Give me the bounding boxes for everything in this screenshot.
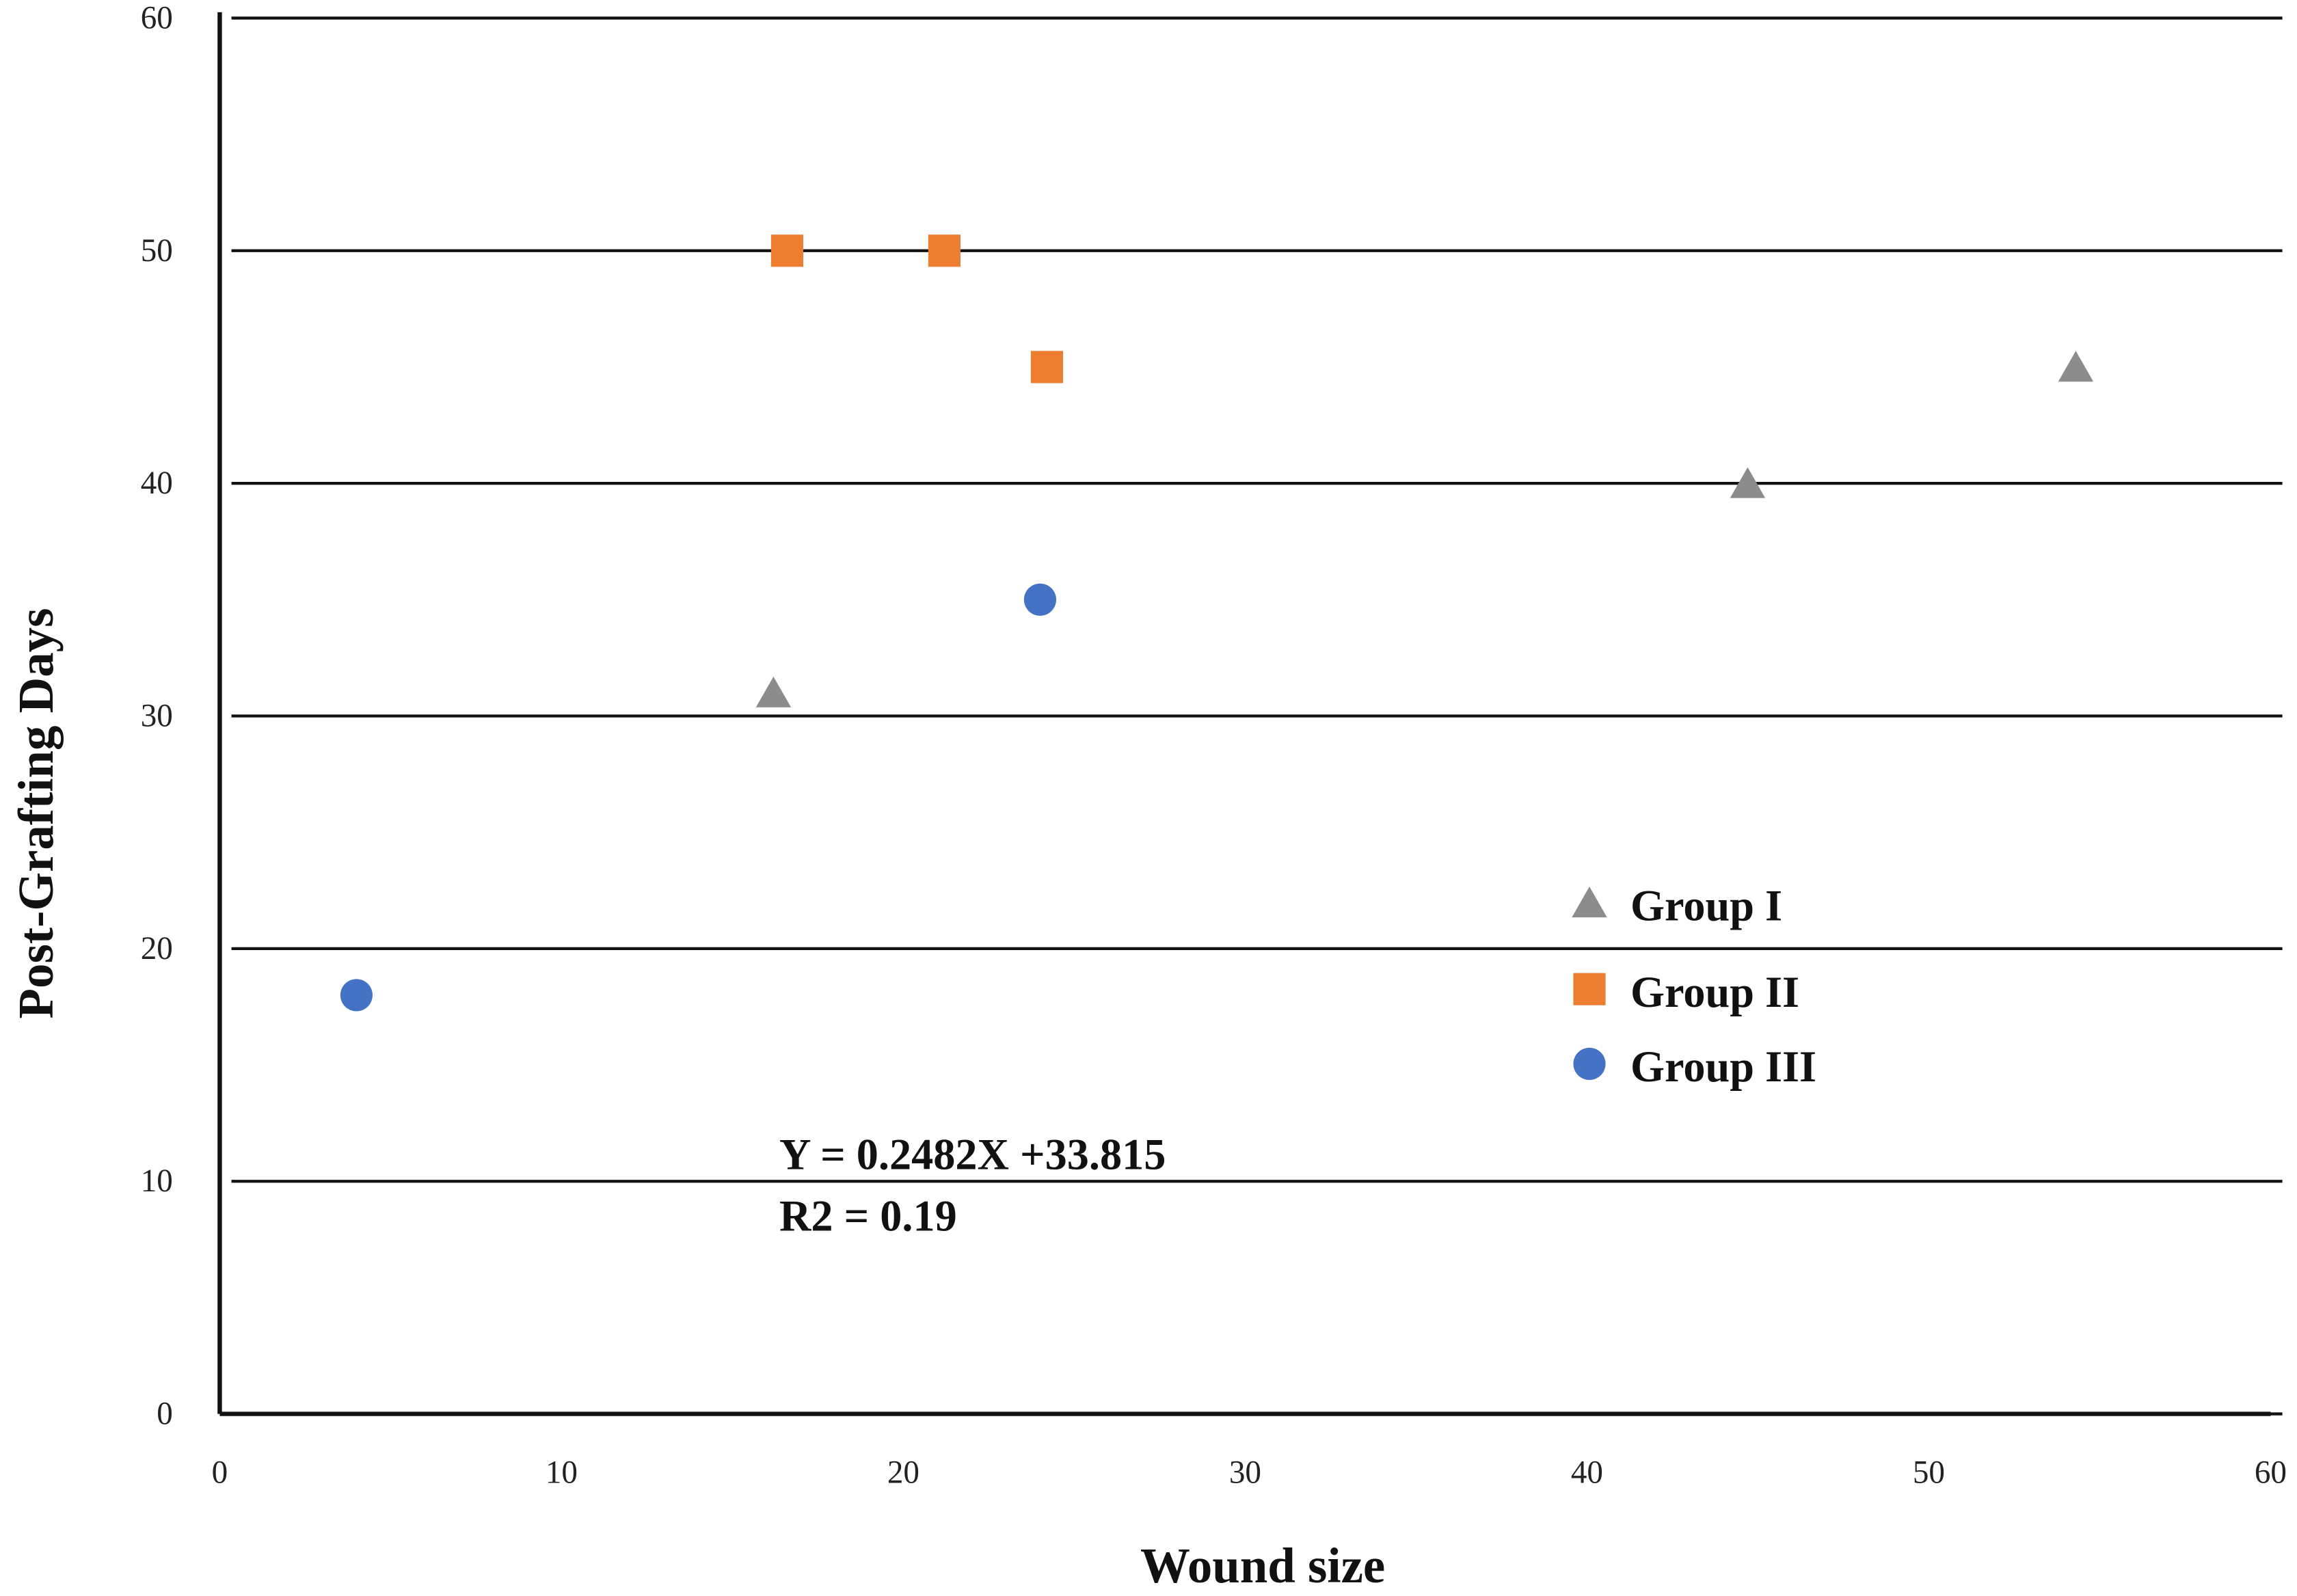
y-tick-label: 10 — [141, 1163, 173, 1199]
x-tick-label: 30 — [1229, 1455, 1261, 1490]
x-axis-title: Wound size — [1140, 1538, 1385, 1593]
x-tick-label: 0 — [212, 1455, 228, 1490]
legend-label: Group I — [1630, 881, 1782, 930]
legend-label: Group II — [1630, 968, 1799, 1016]
legend-label: Group III — [1630, 1042, 1816, 1091]
data-point — [1030, 351, 1063, 383]
annotation: R2 = 0.19 — [779, 1192, 957, 1241]
legend-marker — [1573, 1047, 1606, 1080]
data-point — [755, 676, 792, 707]
y-axis-title: Post-Grafting Days — [8, 608, 64, 1019]
data-point — [770, 234, 803, 267]
y-tick-label: 20 — [141, 931, 173, 966]
x-tick-label: 20 — [887, 1455, 919, 1490]
data-point — [340, 979, 373, 1012]
x-tick-label: 50 — [1913, 1455, 1945, 1490]
data-point — [928, 234, 961, 267]
data-point — [1730, 467, 1766, 498]
x-tick-label: 10 — [546, 1455, 578, 1490]
y-tick-label: 50 — [141, 233, 173, 269]
legend-marker — [1573, 973, 1606, 1005]
data-point — [2058, 351, 2094, 382]
y-tick-label: 30 — [141, 698, 173, 733]
y-tick-label: 60 — [141, 0, 173, 36]
x-tick-label: 40 — [1571, 1455, 1603, 1490]
annotation: Y = 0.2482X +33.815 — [779, 1131, 1166, 1179]
data-point — [1023, 583, 1056, 616]
x-tick-label: 60 — [2255, 1455, 2287, 1490]
y-tick-label: 0 — [157, 1396, 173, 1432]
y-tick-label: 40 — [141, 465, 173, 501]
legend-marker — [1572, 887, 1607, 918]
